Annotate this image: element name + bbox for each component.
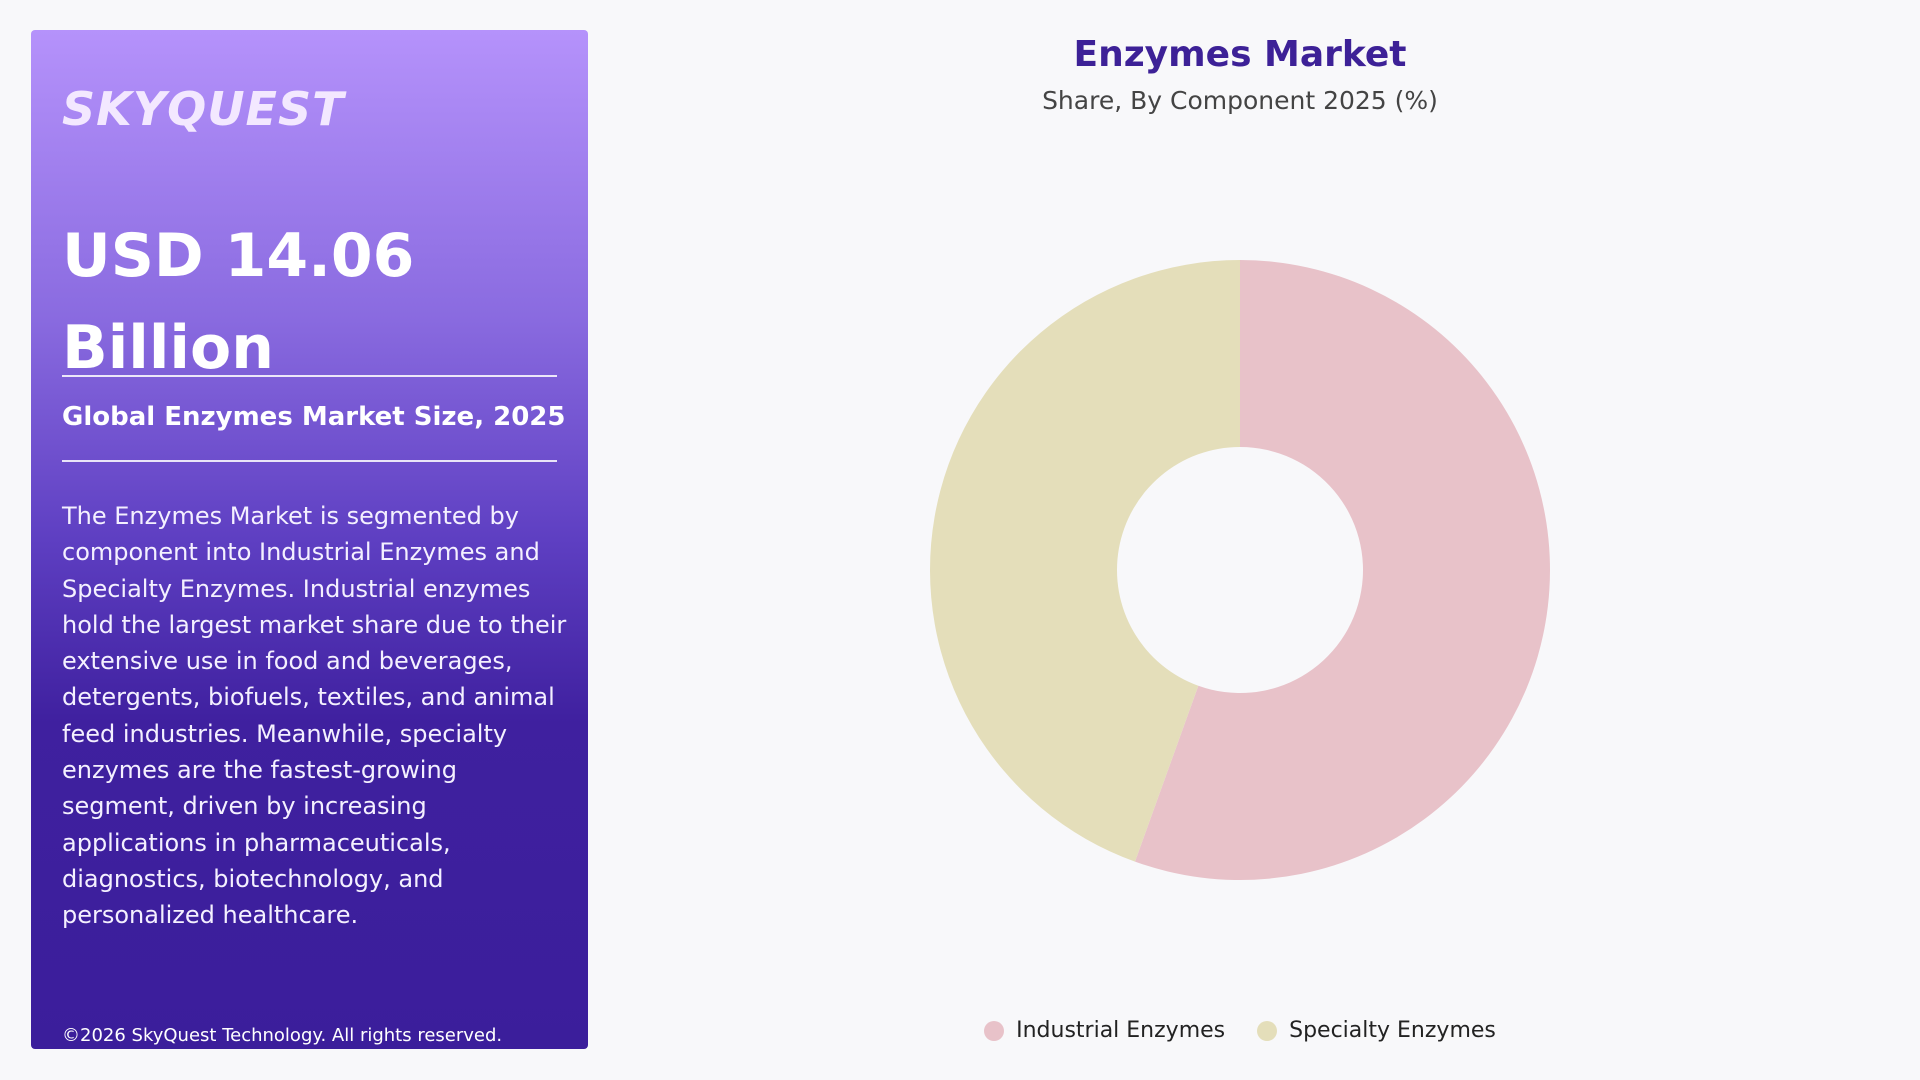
legend-label-industrial-enzymes: Industrial Enzymes — [1016, 1018, 1226, 1043]
chart-subtitle: Share, By Component 2025 (%) — [1042, 86, 1438, 115]
summary-panel: SKYQUEST USD 14.06 Billion Global Enzyme… — [31, 30, 588, 1049]
donut-chart — [930, 260, 1551, 880]
chart-title: Enzymes Market — [1073, 34, 1407, 75]
divider-bottom — [62, 460, 557, 462]
copyright-notice: ©2026 SkyQuest Technology. All rights re… — [62, 1025, 503, 1046]
donut-slice-specialty-enzymes[interactable] — [930, 260, 1240, 862]
legend-label-specialty-enzymes: Specialty Enzymes — [1289, 1018, 1496, 1043]
divider-top — [62, 375, 557, 377]
chart-legend: Industrial Enzymes Specialty Enzymes — [620, 1018, 1860, 1043]
donut-slice-industrial-enzymes[interactable] — [1134, 260, 1551, 880]
legend-item-specialty-enzymes[interactable]: Specialty Enzymes — [1257, 1018, 1496, 1043]
market-size-value: USD 14.06 Billion — [62, 210, 557, 394]
legend-item-industrial-enzymes[interactable]: Industrial Enzymes — [984, 1018, 1225, 1043]
skyquest-logo: SKYQUEST — [62, 82, 345, 136]
market-size-label: Global Enzymes Market Size, 2025 — [62, 402, 566, 432]
market-size-line-2: Billion — [62, 313, 274, 383]
legend-swatch-industrial-enzymes — [984, 1020, 1005, 1041]
market-description: The Enzymes Market is segmented by compo… — [62, 502, 567, 930]
legend-swatch-specialty-enzymes — [1257, 1020, 1278, 1041]
market-size-line-1: USD 14.06 — [62, 221, 415, 291]
